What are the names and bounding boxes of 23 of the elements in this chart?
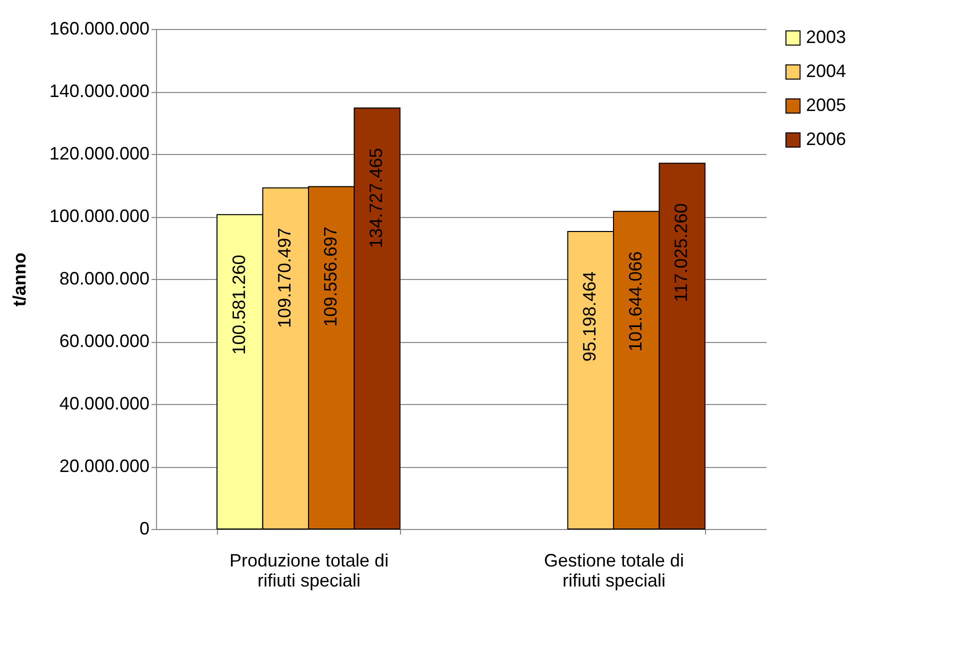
data-label: 117.025.260 [671, 203, 692, 302]
y-tick-label: 160.000.000 [49, 18, 150, 38]
x-tick-label: Produzione totale di rifiuti speciali [229, 550, 389, 590]
y-tick-label: 60.000.000 [59, 331, 150, 351]
data-label: 134.727.465 [366, 148, 386, 248]
y-tick-label: 100.000.000 [49, 206, 150, 226]
legend-label: 2003 [806, 27, 846, 47]
y-tick-label: 0 [139, 518, 150, 538]
data-label: 95.198.464 [580, 272, 600, 362]
legend-label: 2006 [806, 129, 846, 149]
y-tick-label: 140.000.000 [49, 81, 150, 101]
y-tick-label: 120.000.000 [49, 144, 150, 164]
x-tick-label: Gestione totale di rifiuti speciali [544, 550, 684, 590]
data-label: 100.581.260 [228, 254, 249, 355]
legend-label: 2005 [806, 95, 846, 115]
data-label: 101.644.066 [625, 251, 646, 352]
data-label: 109.556.697 [320, 226, 340, 327]
y-tick-label: 20.000.000 [59, 456, 150, 476]
y-axis-title: t/anno [9, 252, 30, 306]
y-tick-label: 80.000.000 [59, 268, 150, 288]
data-label: 109.170.497 [274, 228, 295, 328]
legend-label: 2004 [806, 61, 846, 81]
y-tick-label: 40.000.000 [59, 394, 150, 414]
